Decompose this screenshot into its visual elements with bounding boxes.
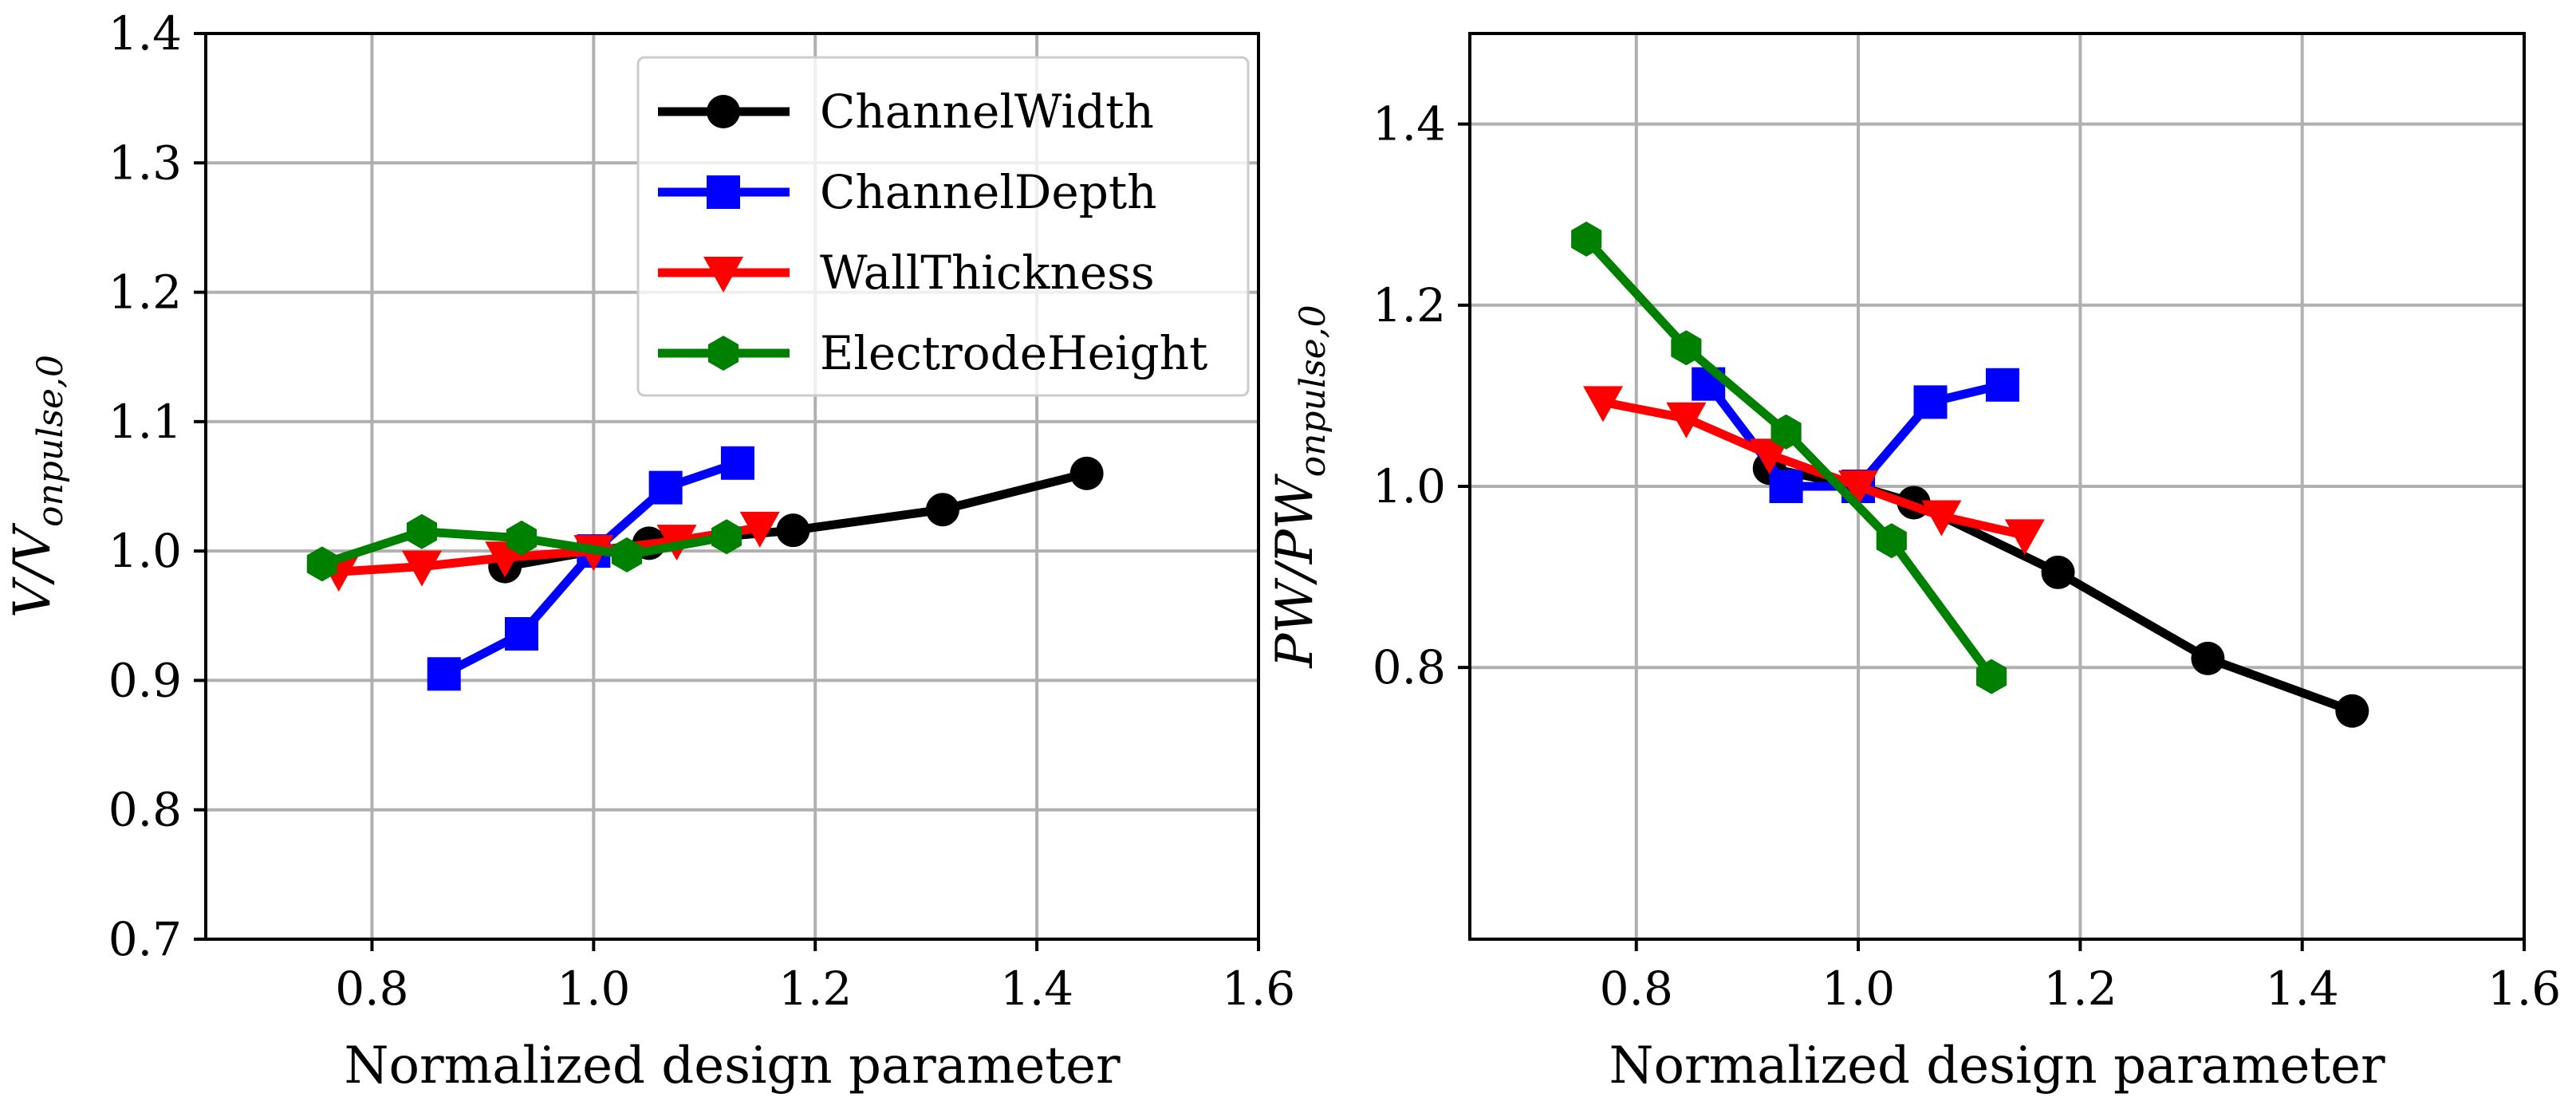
- legend-marker-ElectrodeHeight: [707, 336, 739, 371]
- series-ElectrodeHeight: [306, 513, 742, 582]
- y-tick-label: 0.7: [108, 912, 182, 966]
- data-point-WallThickness: [401, 550, 442, 587]
- x-tick-label: 1.6: [2487, 962, 2561, 1016]
- legend-box: [636, 56, 1250, 397]
- data-point-ChannelDepth: [1913, 385, 1948, 419]
- legend-marker-ChannelDepth: [707, 175, 740, 209]
- y-tick-label: 1.2: [1373, 278, 1446, 332]
- data-point-WallThickness: [2004, 519, 2045, 556]
- axes-frame: [204, 32, 1260, 941]
- y-axis-label-base: V/V: [3, 522, 62, 618]
- y-tick-label: 1.3: [108, 136, 182, 190]
- series-line-ChannelDepth: [442, 458, 739, 678]
- left-chart-voltage: 0.8 1.0 1.2 1.4 1.6 0.7 0.8 0.9 1.0 1.1 1.2 1.3 1.4 N…: [3, 6, 1295, 1095]
- data-point-ElectrodeHeight: [306, 546, 337, 582]
- y-axis-label: V/Vonpulse,0: [3, 355, 71, 618]
- y-tick-label: 0.9: [108, 653, 182, 707]
- legend-label-ChannelDepth: ChannelDepth: [820, 165, 1157, 219]
- data-point-ElectrodeHeight: [1571, 221, 1602, 257]
- x-axis-label: Normalized design parameter: [1609, 1036, 2385, 1095]
- data-point-WallThickness: [739, 511, 780, 548]
- x-tick-label: 1.6: [1222, 962, 1295, 1016]
- data-point-ChannelWidth: [2335, 694, 2369, 728]
- series-line-WallThickness: [1601, 398, 2027, 540]
- data-point-ElectrodeHeight: [711, 519, 742, 555]
- x-tick-label: 1.2: [2043, 962, 2117, 1016]
- y-axis-label: PW/PWonpulse,0: [1266, 305, 1333, 668]
- series-line-WallThickness: [338, 523, 761, 576]
- x-tick-label: 1.2: [778, 962, 852, 1016]
- x-tick-label: 1.0: [557, 962, 630, 1016]
- series-WallThickness: [1582, 386, 2045, 556]
- right-chart-pulse-width: 0.8 1.0 1.2 1.4 1.6 0.8 1.0 1.2 1.4 Normalized de…: [1266, 32, 2561, 1095]
- series-ElectrodeHeight: [1571, 221, 2007, 694]
- y-tick-label: 1.1: [108, 395, 182, 449]
- y-axis-label-subscript: onpulse,0: [1293, 305, 1333, 477]
- data-point-ElectrodeHeight: [1771, 414, 1802, 450]
- data-point-WallThickness: [1838, 470, 1879, 506]
- y-axis-label-subscript: onpulse,0: [30, 355, 71, 527]
- y-tick-label: 1.4: [1373, 97, 1446, 151]
- data-point-ChannelWidth: [776, 513, 810, 548]
- data-point-ElectrodeHeight: [1976, 659, 2007, 694]
- data-point-WallThickness: [1749, 438, 1790, 475]
- x-tick-label: 0.8: [335, 962, 408, 1016]
- y-tick-label: 0.8: [1373, 640, 1446, 694]
- legend: ChannelWidth ChannelDepth WallThickness Ele…: [636, 56, 1250, 397]
- data-point-ChannelWidth: [2191, 641, 2225, 675]
- data-point-ChannelDepth: [1769, 470, 1803, 503]
- x-tick-label: 1.0: [1822, 962, 1895, 1016]
- data-point-ElectrodeHeight: [611, 537, 643, 572]
- data-point-ChannelDepth: [505, 617, 538, 651]
- data-point-WallThickness: [1921, 500, 1962, 537]
- x-axis-label: Normalized design parameter: [344, 1036, 1121, 1095]
- x-tick-label: 1.4: [2266, 962, 2339, 1016]
- data-point-ChannelWidth: [926, 493, 959, 527]
- x-tick-label: 1.4: [1000, 962, 1073, 1016]
- legend-label-ChannelWidth: ChannelWidth: [820, 85, 1154, 139]
- series-ChannelDepth: [427, 446, 754, 691]
- y-tick-label: 0.8: [108, 783, 182, 837]
- y-tick-label: 1.4: [108, 6, 182, 61]
- data-point-ChannelWidth: [2041, 555, 2075, 589]
- y-tick-label: 1.0: [1373, 459, 1446, 513]
- data-point-WallThickness: [1666, 402, 1707, 438]
- data-point-ElectrodeHeight: [1671, 330, 1702, 366]
- y-tick-label: 1.0: [108, 524, 182, 578]
- data-point-ChannelDepth: [648, 470, 683, 505]
- data-point-ChannelDepth: [1985, 368, 2019, 402]
- data-point-ChannelDepth: [427, 657, 461, 691]
- data-point-ElectrodeHeight: [1876, 523, 1907, 559]
- x-tick-label: 0.8: [1600, 962, 1673, 1016]
- data-point-ChannelWidth: [1069, 456, 1104, 490]
- grid: [1470, 33, 2526, 939]
- y-tick-label: 1.2: [108, 265, 182, 320]
- y-axis-label-base: PW/PW: [1266, 473, 1325, 668]
- legend-label-WallThickness: WallThickness: [820, 246, 1155, 300]
- data-point-ElectrodeHeight: [406, 513, 437, 549]
- legend-label-ElectrodeHeight: ElectrodeHeight: [820, 326, 1207, 380]
- legend-marker-ChannelWidth: [707, 95, 740, 128]
- data-point-ChannelDepth: [720, 446, 754, 480]
- data-point-WallThickness: [1582, 386, 1623, 423]
- data-point-ElectrodeHeight: [506, 520, 538, 556]
- legend-marker-WallThickness: [703, 257, 743, 293]
